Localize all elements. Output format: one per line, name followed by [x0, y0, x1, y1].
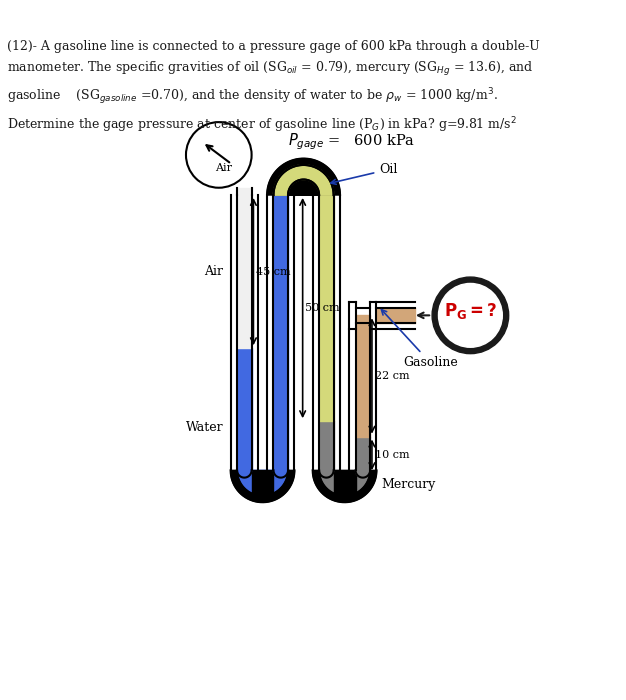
Circle shape: [438, 284, 502, 347]
Text: $\mathbf{P_G=?}$: $\mathbf{P_G=?}$: [444, 301, 497, 321]
Polygon shape: [274, 470, 288, 477]
Text: (12)- A gasoline line is connected to a pressure gage of 600 kPa through a doubl: (12)- A gasoline line is connected to a …: [8, 40, 540, 135]
Text: 50 cm: 50 cm: [305, 303, 340, 313]
Polygon shape: [288, 179, 319, 195]
Polygon shape: [237, 470, 288, 496]
Circle shape: [432, 277, 509, 354]
Text: 45 cm: 45 cm: [256, 267, 291, 276]
Text: 22 cm: 22 cm: [375, 371, 409, 381]
Polygon shape: [319, 470, 334, 477]
Text: Gasoline: Gasoline: [381, 309, 458, 370]
Polygon shape: [312, 470, 376, 502]
Polygon shape: [267, 159, 340, 195]
Text: Water: Water: [186, 421, 223, 434]
Polygon shape: [294, 186, 312, 195]
Polygon shape: [237, 470, 252, 477]
Polygon shape: [230, 470, 294, 502]
Text: 10 cm: 10 cm: [375, 450, 409, 460]
Text: $P_{gage}$ =   600 kPa: $P_{gage}$ = 600 kPa: [288, 132, 415, 153]
Polygon shape: [356, 470, 370, 477]
Polygon shape: [319, 470, 370, 496]
Text: Air: Air: [204, 265, 223, 278]
Polygon shape: [274, 165, 334, 195]
Text: Oil: Oil: [331, 163, 398, 184]
Text: Air: Air: [215, 162, 232, 173]
Text: Mercury: Mercury: [381, 477, 436, 491]
Polygon shape: [274, 165, 334, 195]
